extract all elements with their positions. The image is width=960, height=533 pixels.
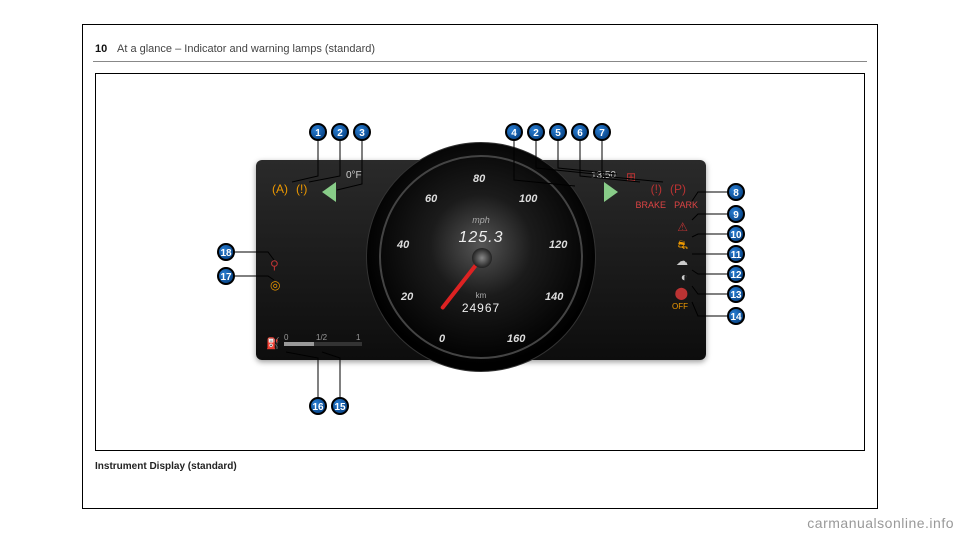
figure-caption: Instrument Display (standard) bbox=[95, 461, 237, 472]
callout-17: 17 bbox=[217, 267, 235, 285]
callout-11: 11 bbox=[727, 245, 745, 263]
callout-10: 10 bbox=[727, 225, 745, 243]
manual-page: 10 At a glance – Indicator and warning l… bbox=[82, 24, 878, 509]
callout-1: 1 bbox=[309, 123, 327, 141]
callout-9: 9 bbox=[727, 205, 745, 223]
callout-14: 14 bbox=[727, 307, 745, 325]
callout-2: 2 bbox=[527, 123, 545, 141]
header-rule bbox=[93, 61, 867, 62]
callout-16: 16 bbox=[309, 397, 327, 415]
section-title: At a glance – Indicator and warning lamp… bbox=[117, 43, 375, 55]
callout-5: 5 bbox=[549, 123, 567, 141]
figure-frame: 0°F 13:50 (A) (!) ⊞ (!) (P) BRAKE PARK ⚠… bbox=[95, 73, 865, 451]
callout-2: 2 bbox=[331, 123, 349, 141]
callout-8: 8 bbox=[727, 183, 745, 201]
callout-12: 12 bbox=[727, 265, 745, 283]
callout-18: 18 bbox=[217, 243, 235, 261]
callout-4: 4 bbox=[505, 123, 523, 141]
callout-13: 13 bbox=[727, 285, 745, 303]
callout-15: 15 bbox=[331, 397, 349, 415]
page-number: 10 bbox=[95, 43, 107, 55]
callout-7: 7 bbox=[593, 123, 611, 141]
callout-6: 6 bbox=[571, 123, 589, 141]
callout-3: 3 bbox=[353, 123, 371, 141]
leader-lines bbox=[96, 74, 866, 452]
watermark: carmanualsonline.info bbox=[807, 515, 954, 531]
